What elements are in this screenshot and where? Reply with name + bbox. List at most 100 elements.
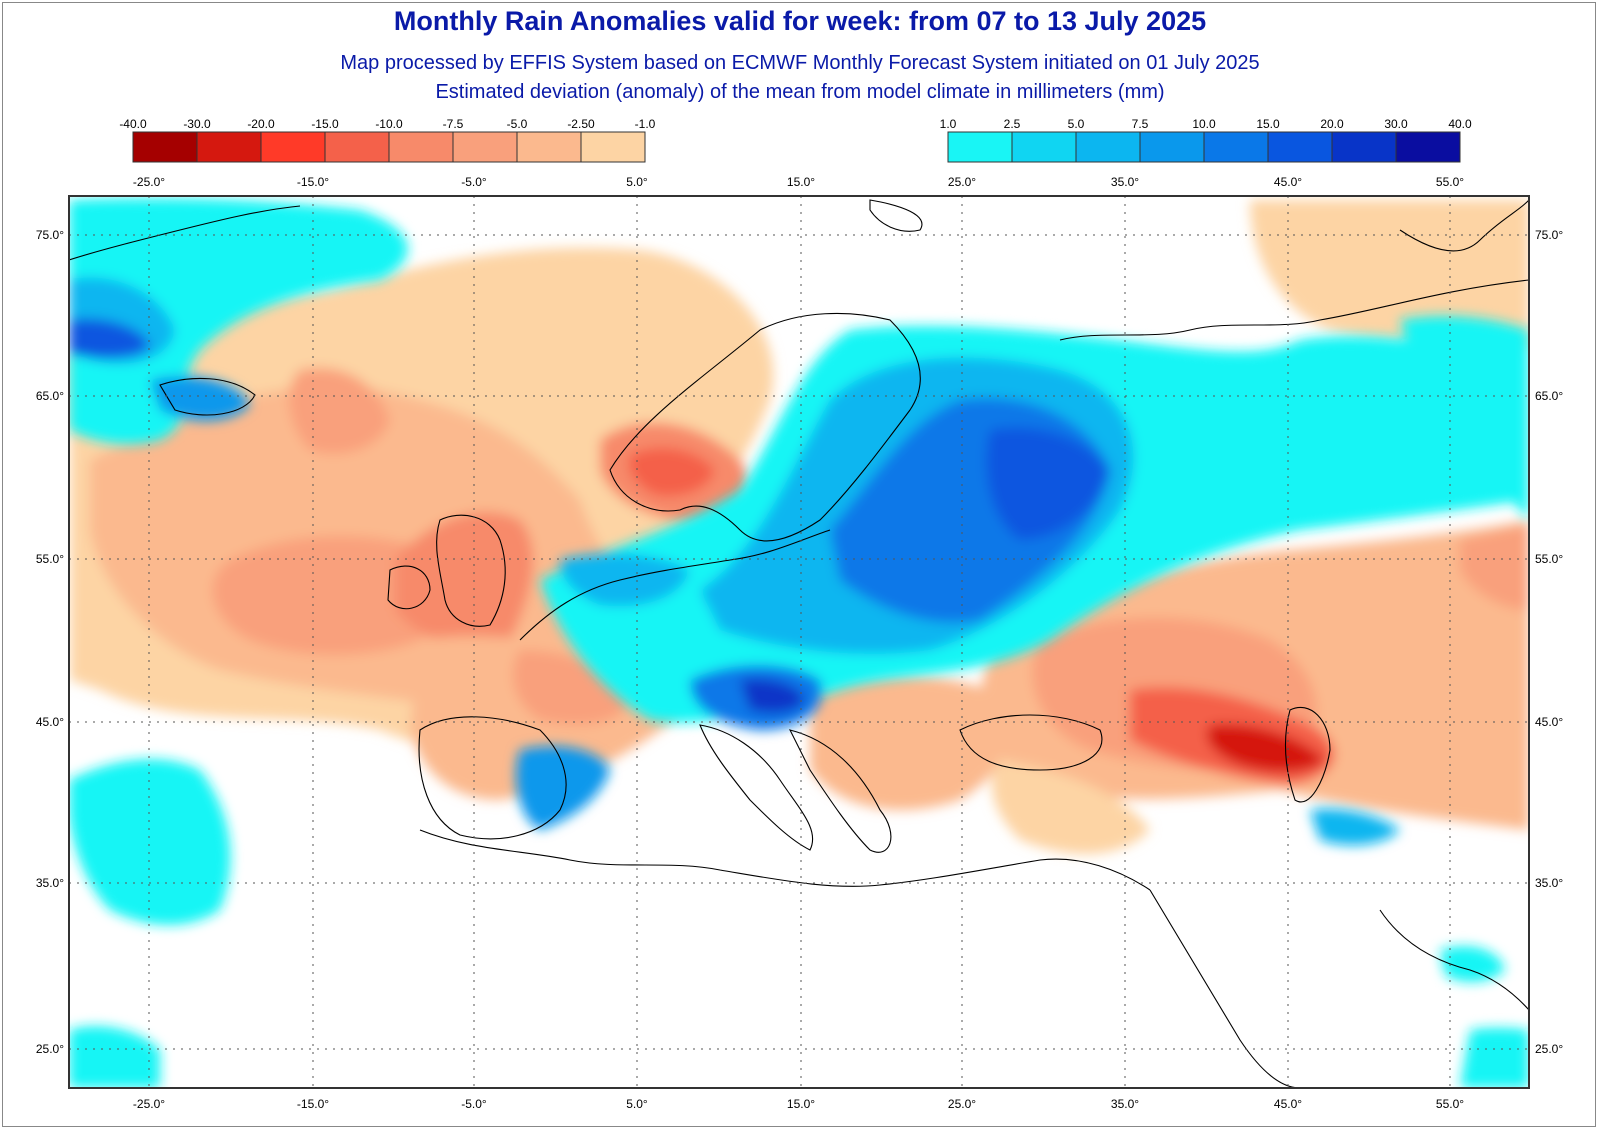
latitude-labels-left: 75.0° 65.0° 55.0° 45.0° 35.0° 25.0° [36,228,64,1056]
legend-positive-label: 15.0 [1256,117,1280,131]
graticule-grid [69,196,1529,1088]
longitude-label: 55.0° [1436,1097,1464,1110]
wet-atlantic-sw [69,759,231,925]
legend-negative-label: -5.0 [507,117,528,131]
coast-ireland [387,565,431,610]
legend-positive-swatch [1139,131,1205,163]
legend-positive-label: 40.0 [1448,117,1472,131]
longitude-label: -15.0° [297,175,329,189]
longitude-label: -5.0° [461,175,487,189]
wet-sw-corner [69,1026,160,1088]
map-title: Monthly Rain Anomalies valid for week: f… [393,6,1207,36]
dry-atlantic-core [212,536,456,655]
latitude-label: 25.0° [36,1042,64,1056]
dry-east-edge [1460,525,1529,610]
map-subtitle-units: Estimated deviation (anomaly) of the mea… [435,81,1165,103]
dry-caucasus-core [1206,724,1325,772]
legend-negative-label: -40.0 [119,117,147,131]
legend-positive-swatch [1395,131,1461,163]
dry-norway-core [628,447,715,497]
legend-negative-label: -1.0 [635,117,656,131]
legend-positive-label: 10.0 [1192,117,1216,131]
coast-greenland [69,205,301,261]
longitude-label: -25.0° [133,1097,165,1110]
legend-positive-swatch [1267,131,1333,163]
latitude-label: 35.0° [36,876,64,890]
longitude-label: 5.0° [626,175,648,189]
legend-positive-label: 1.0 [940,117,957,131]
wet-arctic-east [1400,315,1529,520]
latitude-labels-right: 75.0° 65.0° 55.0° 45.0° 35.0° 25.0° [1535,228,1563,1056]
legend-negative-swatch [196,131,262,163]
dry-balkans [810,675,1012,810]
longitude-label: -25.0° [133,175,165,189]
coast-continent-north [519,529,831,641]
legend-positive-swatch [1075,131,1141,163]
latitude-label: 65.0° [36,389,64,403]
legend-positive-swatch [947,131,1013,163]
wet-greenland-core [69,318,150,358]
coast-iberia [418,716,567,840]
map-subtitle-source: Map processed by EFFIS System based on E… [340,52,1260,74]
wet-benelux [560,553,690,607]
legend-positive-colorbar: 1.0 2.5 5.0 7.5 10.0 15.0 20.0 30.0 40.0 [940,117,1472,163]
dry-norwegian-sea [289,368,390,454]
coast-balkans-greece [788,729,892,853]
legend-negative-label: -15.0 [311,117,339,131]
dry-british-isles [395,512,534,649]
latitude-label: 75.0° [36,228,64,242]
latitude-label: 45.0° [1535,715,1563,729]
longitude-label: 25.0° [948,175,976,189]
coast-red-sea [1149,889,1301,1088]
map-border [68,195,1530,1089]
wet-alps-core [740,678,805,713]
legend-negative-label: -10.0 [375,117,403,131]
longitude-label: 45.0° [1274,1097,1302,1110]
coast-north-africa [419,829,1151,891]
coast-britain [436,514,506,627]
coast-caspian [1284,707,1331,803]
dry-arctic-east [1250,200,1529,350]
latitude-label: 55.0° [36,552,64,566]
coast-svalbard [869,199,923,232]
longitude-label: 15.0° [787,175,815,189]
wet-russia-core [986,427,1110,540]
legend-negative-swatch [132,131,198,163]
legend-negative-swatch [452,131,518,163]
longitude-label: 35.0° [1111,175,1139,189]
coast-arabia-gulf [1379,909,1529,1011]
coast-novaya-zemlya [1399,199,1529,252]
latitude-label: 65.0° [1535,389,1563,403]
coast-black-sea [959,714,1103,771]
longitude-label: 15.0° [787,1097,815,1110]
longitude-labels-top: -25.0° -15.0° -5.0° 5.0° 15.0° 25.0° 35.0° 45.0… [133,175,1464,189]
legend-positive-swatch [1203,131,1269,163]
legend-negative-colorbar: -40.0 -30.0 -20.0 -15.0 -10.0 -7.5 -5.0 -2.50 -1… [119,117,656,163]
longitude-label: -5.0° [461,1097,487,1110]
legend-negative-label: -20.0 [247,117,275,131]
legend-negative-swatch [260,131,326,163]
wet-anomaly-areas [69,198,1529,1088]
coast-iceland [159,377,256,416]
coast-italy [699,724,814,851]
legend-negative-swatch [324,131,390,163]
wet-middle-east [1310,808,1400,846]
coast-scandinavia [609,312,921,542]
latitude-label: 75.0° [1535,228,1563,242]
longitude-label: 45.0° [1274,175,1302,189]
longitude-label: 5.0° [626,1097,648,1110]
legend-negative-label: -30.0 [183,117,211,131]
longitude-labels-bottom: -25.0° -15.0° -5.0° 5.0° 15.0° 25.0° 35.0° 45.0… [133,1097,1464,1110]
legend-positive-label: 2.5 [1004,117,1021,131]
legend-negative-label: -2.50 [567,117,595,131]
latitude-label: 55.0° [1535,552,1563,566]
longitude-label: 25.0° [948,1097,976,1110]
wet-se-corner [1460,1027,1529,1088]
legend-negative-swatch [516,131,582,163]
legend-positive-swatch [1331,131,1397,163]
longitude-label: -15.0° [297,1097,329,1110]
coast-arctic-russia [1059,279,1529,341]
legend-positive-label: 30.0 [1384,117,1408,131]
legend-negative-swatch [580,131,646,163]
